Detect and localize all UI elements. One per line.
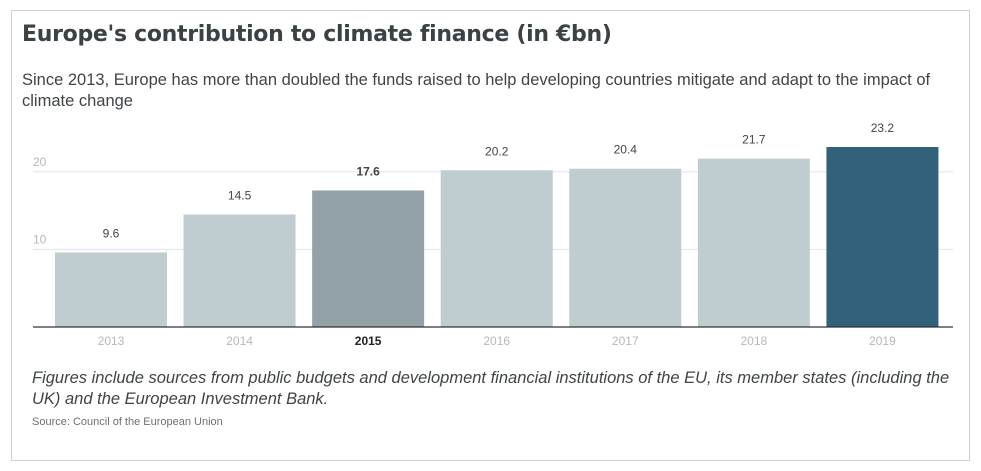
bar-2017	[569, 168, 682, 327]
x-tick-label-2013: 2013	[98, 334, 125, 348]
x-tick-label-2014: 2014	[226, 334, 253, 348]
chart-subtitle: Since 2013, Europe has more than doubled…	[22, 71, 931, 110]
x-tick-label-2015: 2015	[355, 334, 382, 348]
bar-value-label-2013: 9.6	[103, 227, 120, 241]
bar-2015	[312, 190, 425, 327]
chart-source: Source: Council of the European Union	[32, 416, 223, 428]
chart-footnote: Figures include sources from public budg…	[32, 369, 950, 408]
bar-value-label-2014: 14.5	[228, 189, 252, 203]
bar-value-label-2015: 17.6	[356, 164, 380, 178]
bar-value-label-2018: 21.7	[742, 133, 766, 147]
x-tick-label-2018: 2018	[741, 334, 768, 348]
bar-2018	[697, 158, 810, 327]
chart-title: Europe's contribution to climate finance…	[22, 22, 612, 47]
bar-2019	[826, 147, 939, 327]
y-tick-label-20: 20	[33, 155, 47, 169]
bar-value-label-2016: 20.2	[485, 144, 509, 158]
bar-2013	[55, 252, 167, 327]
bar-chart: 10 20 9.6 2013 14.5 2014 17.6 2015 20.2 2016 20.4 2…	[33, 121, 953, 348]
bar-2014	[183, 214, 296, 327]
y-tick-label-10: 10	[33, 232, 47, 246]
bar-value-label-2019: 23.2	[871, 121, 895, 135]
x-tick-label-2016: 2016	[483, 334, 510, 348]
x-tick-label-2017: 2017	[612, 334, 639, 348]
bar-value-label-2017: 20.4	[614, 143, 638, 157]
bar-2016	[440, 170, 553, 327]
x-tick-label-2019: 2019	[869, 334, 896, 348]
